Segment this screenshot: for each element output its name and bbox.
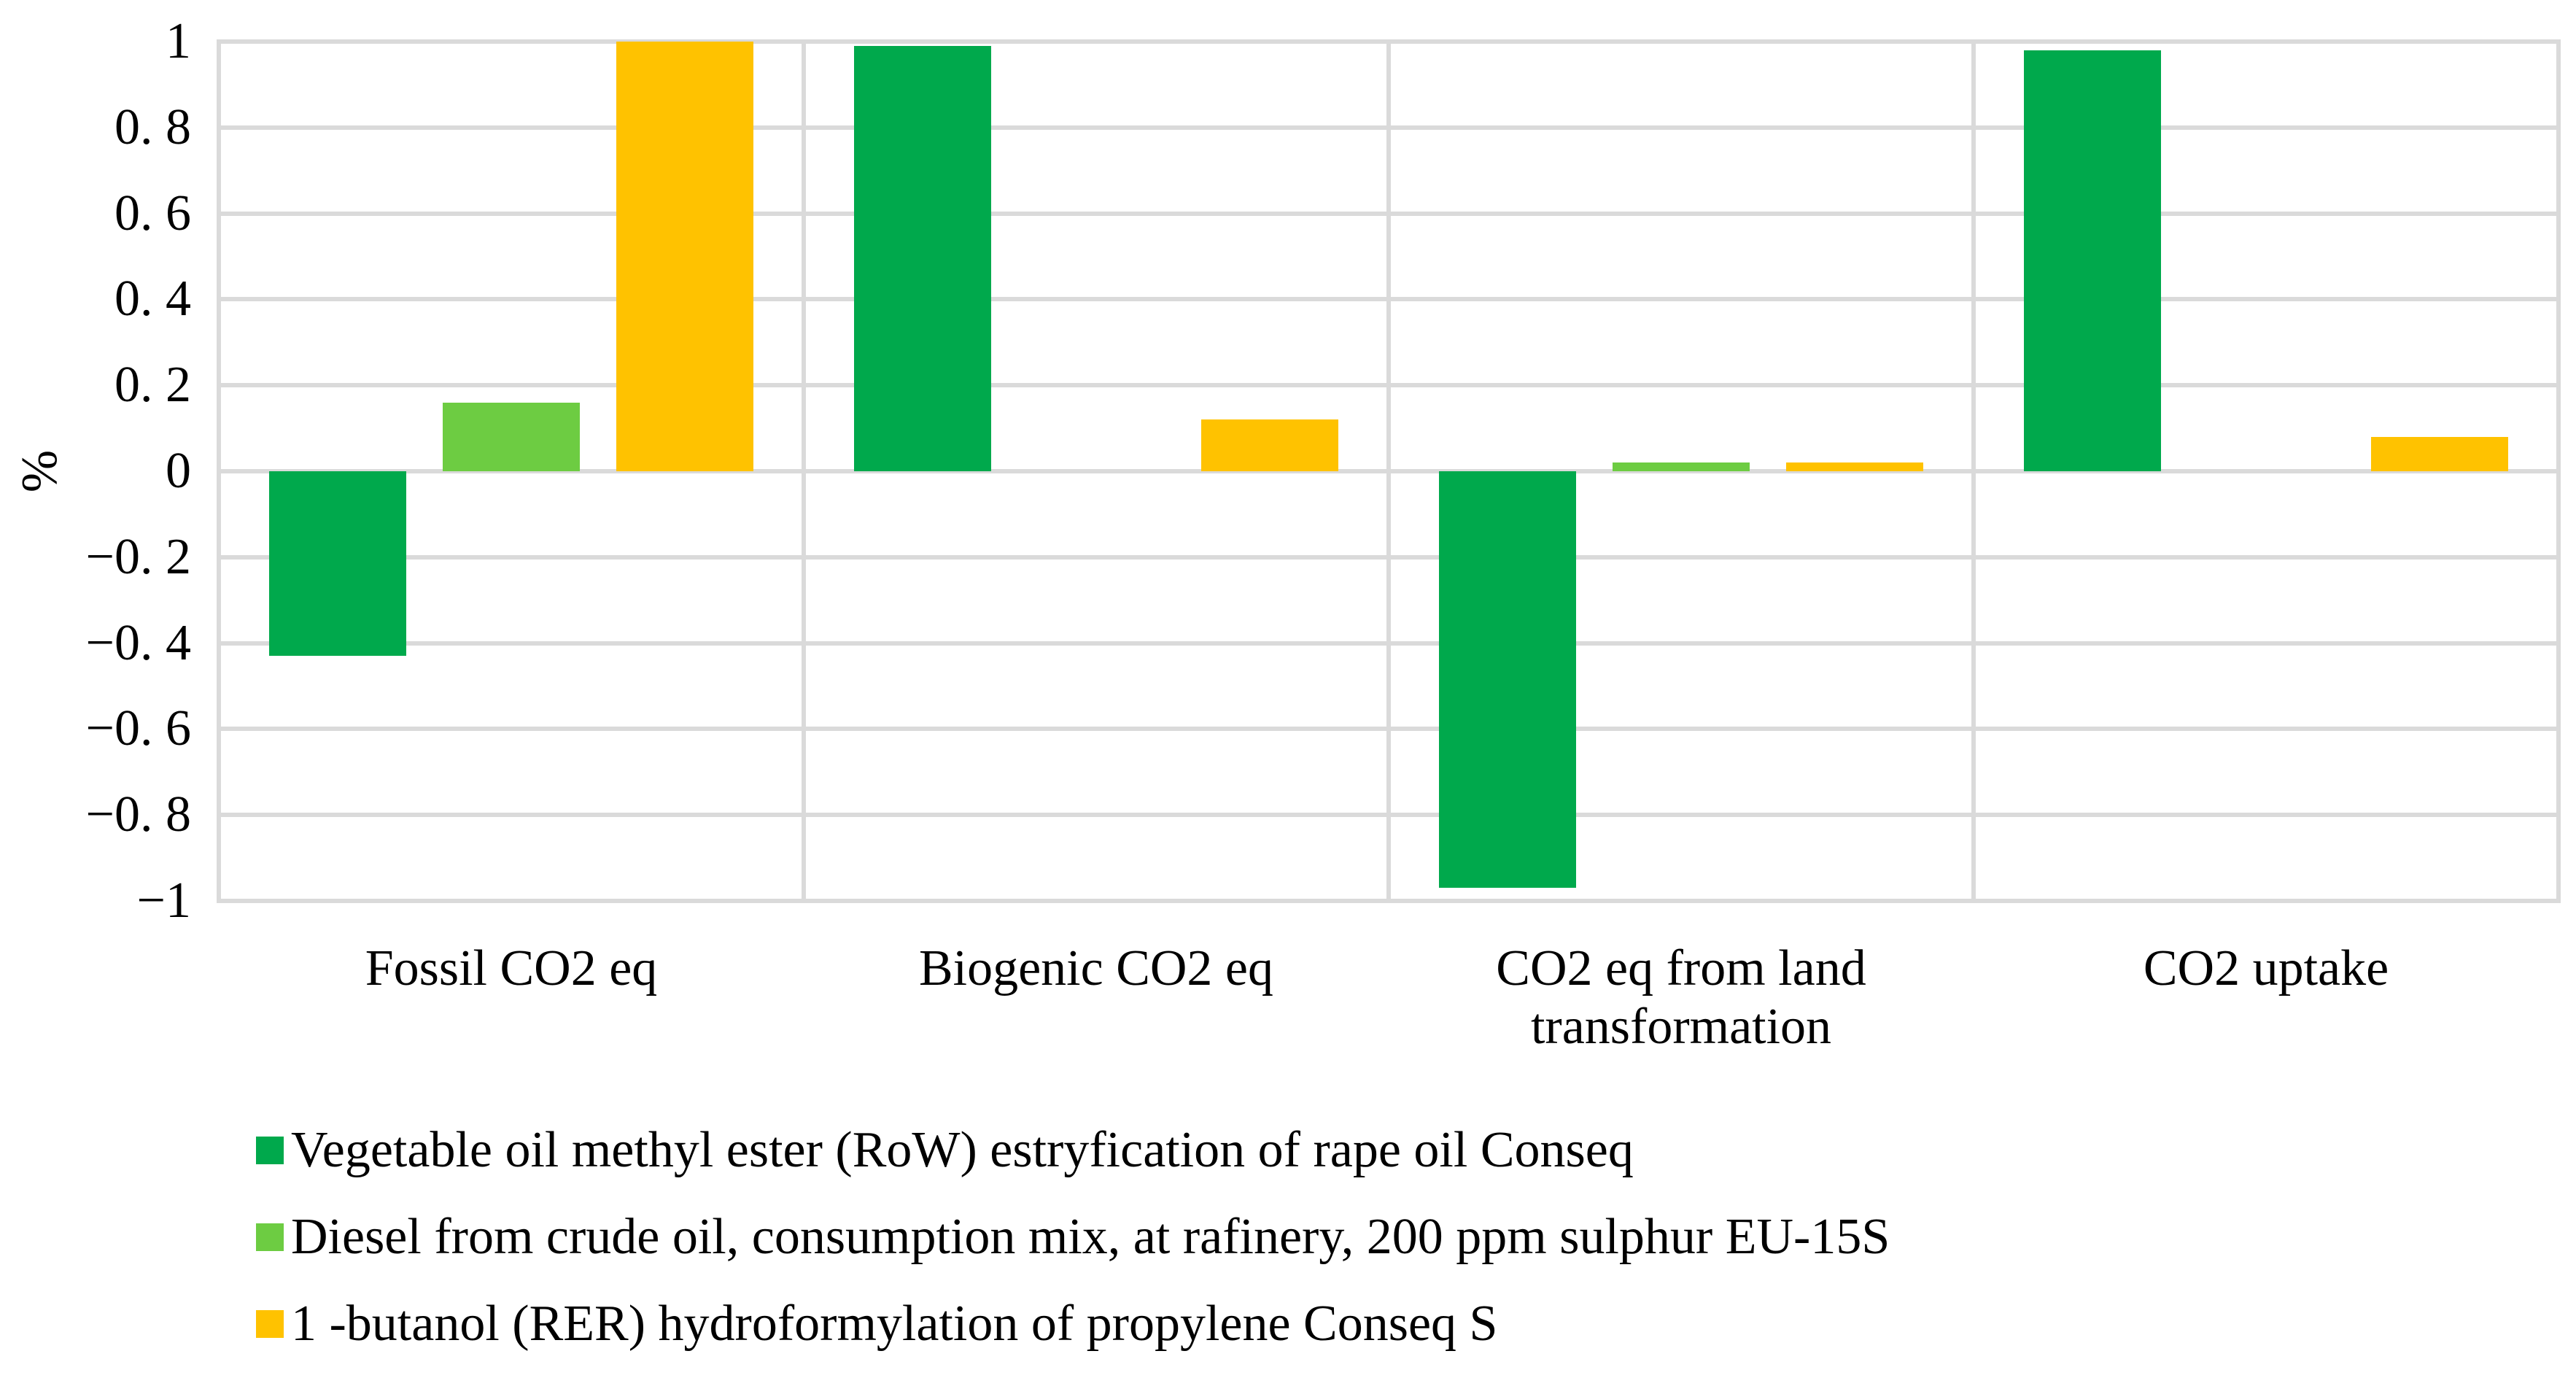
bar-s3-c2 [1201,419,1338,471]
bar-s2-c3 [1613,462,1750,471]
category-separator [1971,39,1976,903]
bar-s1-c1 [269,471,406,657]
category-label: CO2 uptake [2143,940,2389,996]
bar-s2-c1 [443,402,580,471]
y-tick-label: 0. 6 [115,185,191,241]
plot-border [2556,39,2561,903]
category-label: CO2 eq from land transformation [1496,940,1866,1055]
category-label: Fossil CO2 eq [365,940,658,996]
y-tick-label: 0. 8 [115,98,191,155]
bar-s1-c2 [854,45,991,471]
category-label: Biogenic CO2 eq [918,940,1274,996]
legend-label: Diesel from crude oil, consumption mix, … [291,1209,1890,1265]
legend-swatch [256,1137,284,1164]
y-tick-label: 1 [166,13,191,69]
category-separator [1386,39,1391,903]
legend-item: Diesel from crude oil, consumption mix, … [256,1208,1890,1266]
bar-s1-c3 [1439,471,1576,889]
plot-border [217,39,221,903]
y-tick-label: 0. 2 [115,357,191,414]
y-tick-label: 0 [166,443,191,499]
y-tick-label: −0. 6 [85,700,191,757]
y-tick-label: −0. 4 [85,614,191,671]
bar-s1-c4 [2024,50,2161,471]
legend-label: Vegetable oil methyl ester (RoW) estryfi… [291,1122,1634,1178]
bar-s3-c1 [616,42,753,471]
category-separator [802,39,806,903]
y-tick-label: 0. 4 [115,271,191,328]
bar-s3-c3 [1786,462,1923,471]
legend-swatch [256,1310,284,1338]
legend-label: 1 -butanol (RER) hydroformylation of pro… [291,1296,1498,1352]
bar-s3-c4 [2371,436,2508,471]
y-tick-label: −0. 8 [85,786,191,843]
y-tick-label: −1 [136,872,191,929]
legend-item: Vegetable oil methyl ester (RoW) estryfi… [256,1121,1634,1180]
legend-item: 1 -butanol (RER) hydroformylation of pro… [256,1295,1497,1353]
legend-swatch [256,1223,284,1251]
y-tick-label: −0. 2 [85,528,191,585]
